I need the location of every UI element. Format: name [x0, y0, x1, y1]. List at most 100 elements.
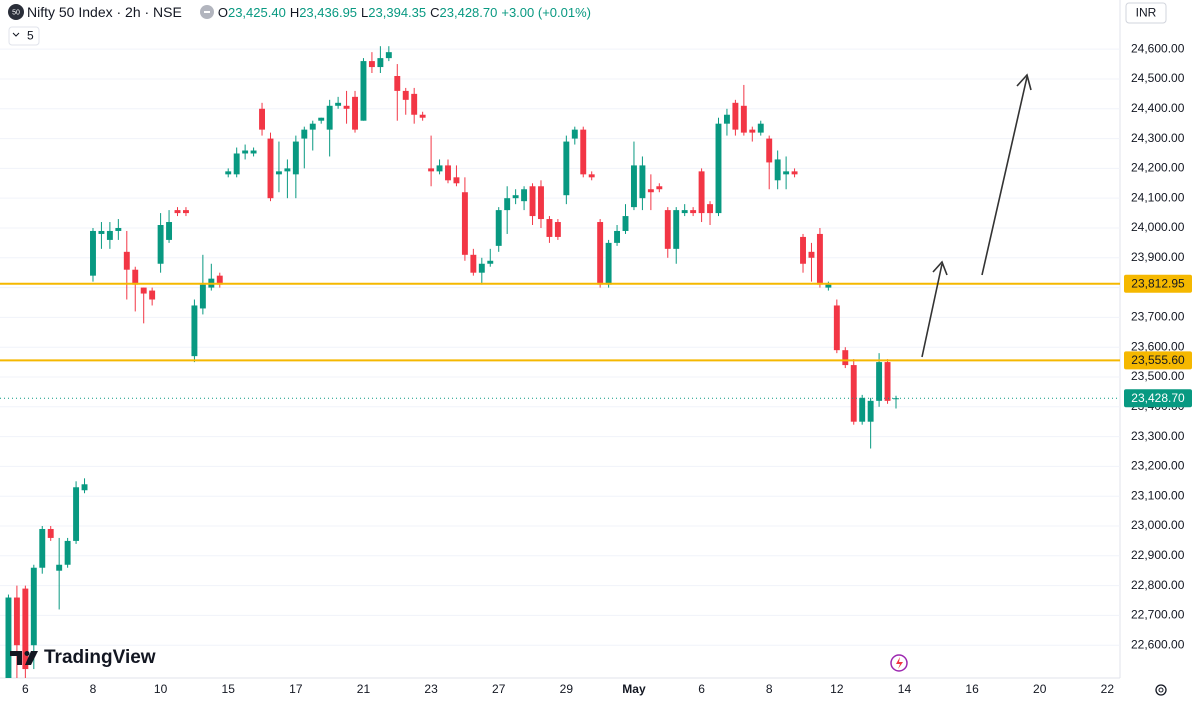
candles [0, 46, 1120, 678]
candle-body [326, 105, 333, 130]
candle-body [275, 171, 282, 175]
candle-body [487, 260, 494, 264]
candle-body [715, 123, 722, 214]
candle-body [115, 227, 122, 231]
candle-body [800, 236, 806, 264]
indicator-count[interactable]: 5 [27, 29, 34, 43]
x-tick-label: 8 [766, 682, 773, 696]
candle-body [250, 150, 257, 154]
candle-body [47, 528, 54, 538]
low-label: L [361, 4, 369, 20]
candle-body [123, 251, 130, 270]
candle-body [563, 141, 570, 196]
candle-body [106, 230, 113, 240]
candle-body [478, 263, 485, 273]
brand-dot [24, 651, 30, 656]
candle-body [588, 174, 595, 178]
candle-body [360, 61, 367, 121]
candle-body [453, 177, 460, 184]
arrows [921, 73, 1032, 358]
candle-body [419, 114, 426, 118]
x-tick-label: 23 [424, 682, 438, 696]
chevron [12, 32, 20, 37]
candle-body [301, 129, 308, 139]
indicator-toggle[interactable] [8, 26, 40, 46]
y-tick-label: 24,100.00 [1131, 190, 1185, 204]
open: 23,425.40 [227, 4, 286, 20]
candle-body [529, 186, 536, 217]
candle-body [233, 153, 240, 175]
candle-body [98, 230, 105, 234]
candle-body [157, 225, 164, 264]
logo [8, 4, 24, 20]
candle-body [166, 222, 173, 240]
level-label-box [1124, 389, 1192, 408]
y-tick-label: 23,900.00 [1131, 250, 1185, 264]
currency[interactable]: INR [1136, 6, 1157, 20]
candle-body [183, 210, 189, 214]
close: 23,428.70 [439, 4, 498, 20]
x-tick-label: 16 [965, 682, 979, 696]
arrow [981, 76, 1028, 276]
level-label: 23,555.60 [1131, 353, 1185, 367]
candle-body [292, 141, 299, 175]
candle-body [73, 487, 80, 541]
level-label: 23,812.95 [1131, 276, 1185, 290]
y-tick-label: 24,400.00 [1131, 101, 1185, 115]
high: 23,436.95 [299, 4, 358, 20]
candle-body [690, 210, 697, 214]
candle-body [884, 362, 891, 401]
candle-body [90, 230, 96, 276]
candle-body [867, 400, 874, 422]
candle-body [554, 222, 561, 237]
y-tick-label: 24,300.00 [1131, 131, 1185, 145]
level-label-box [1124, 351, 1192, 370]
candle-body [140, 287, 147, 294]
settings-icon-core [1158, 687, 1164, 693]
candle-body [377, 58, 384, 68]
candle-body [309, 123, 316, 130]
x-tick-label: 20 [1033, 682, 1047, 696]
candle-body [512, 195, 519, 199]
symbol-title[interactable]: Nifty 50 Index · 2h · NSE [27, 4, 182, 20]
candle-body [411, 93, 418, 115]
arrow-head [932, 260, 948, 276]
currency-button[interactable] [1125, 2, 1167, 24]
candle-body [39, 528, 46, 568]
candle-body [521, 189, 528, 202]
y-tick-label: 22,900.00 [1131, 548, 1185, 562]
candle-body [267, 138, 274, 199]
candle-body [723, 114, 730, 124]
y-tick-label: 24,200.00 [1131, 161, 1185, 175]
candle-body [842, 350, 849, 366]
candle-body [749, 129, 756, 133]
open-label: O [217, 4, 228, 20]
candle-body [816, 233, 823, 285]
x-tick-label: 6 [22, 682, 29, 696]
candle-body [149, 290, 156, 300]
candle-body [639, 165, 646, 199]
candle-body [707, 204, 713, 214]
settings-icon[interactable] [1155, 684, 1167, 696]
x-tick-label: 15 [222, 682, 236, 696]
candle-body [174, 210, 181, 214]
candle-body [385, 52, 392, 59]
y-tick-label: 24,600.00 [1131, 41, 1185, 55]
events-icon[interactable] [890, 654, 908, 672]
candle-body [766, 138, 773, 163]
candle-body [740, 105, 747, 133]
x-tick-label: 12 [830, 682, 844, 696]
candle-body [13, 597, 20, 646]
candle-body [546, 219, 553, 237]
candle-body [681, 210, 688, 214]
candle-body [368, 61, 375, 68]
candle-body [783, 171, 790, 175]
candle-body [495, 210, 502, 246]
grid [0, 48, 1120, 646]
y-tick-label: 22,800.00 [1131, 578, 1185, 592]
candle-body [571, 129, 578, 139]
candle-body [335, 102, 342, 106]
candle-body [808, 251, 815, 258]
candle-body [774, 159, 781, 181]
